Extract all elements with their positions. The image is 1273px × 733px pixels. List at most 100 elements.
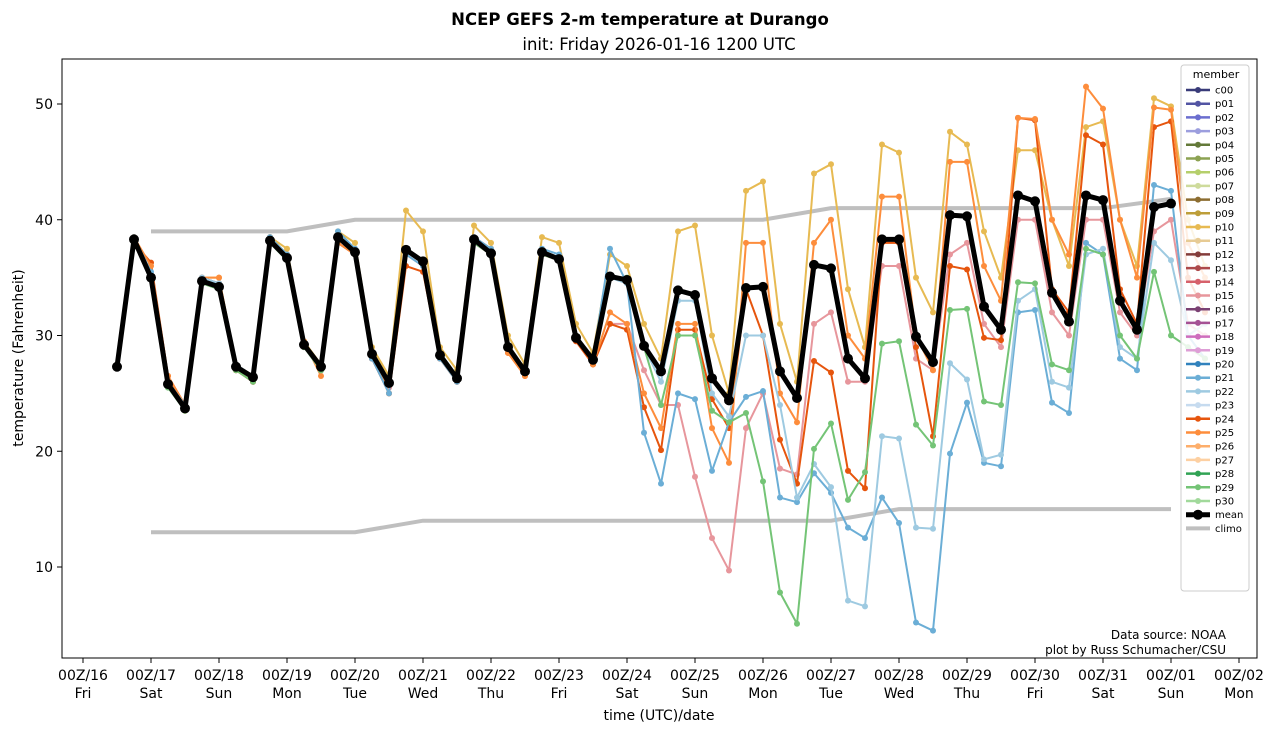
- p25-point: [947, 158, 953, 165]
- legend-label: p25: [1215, 428, 1234, 439]
- series-mean: [112, 190, 1176, 414]
- p21-point: [845, 524, 851, 531]
- legend-entry-p11: p11: [1186, 236, 1234, 247]
- p25-point: [1168, 106, 1174, 113]
- x-tick-label: 00Z/20: [330, 668, 380, 684]
- legend-entry-p22: p22: [1186, 387, 1234, 398]
- p21-point: [1049, 399, 1055, 406]
- p25-point: [607, 309, 613, 316]
- p22-point: [998, 451, 1004, 458]
- x-tick-day: Tue: [818, 686, 843, 702]
- legend-entry-climo: climo: [1186, 524, 1242, 535]
- x-tick-label: 00Z/25: [670, 668, 720, 684]
- legend-label: p24: [1215, 414, 1234, 425]
- mean-point: [1132, 324, 1142, 335]
- p15-point: [777, 465, 783, 472]
- p29-point: [828, 420, 834, 427]
- mean-point: [928, 357, 938, 368]
- p29-point: [879, 340, 885, 347]
- legend-entry-p09: p09: [1186, 209, 1234, 220]
- x-tick-label: 00Z/28: [874, 668, 924, 684]
- x-tick-day: Sun: [206, 686, 233, 702]
- p24-point: [811, 357, 817, 364]
- legend-marker: [1195, 484, 1201, 491]
- p24-point: [845, 467, 851, 474]
- legend-label: p04: [1215, 140, 1234, 151]
- x-axis-label: time (UTC)/date: [603, 708, 714, 724]
- p21-point: [1134, 367, 1140, 374]
- x-tick-label: 00Z/31: [1078, 668, 1128, 684]
- p29-point: [709, 407, 715, 414]
- p24-point: [1083, 132, 1089, 139]
- p22-point: [862, 603, 868, 610]
- p24-line: [116, 116, 1206, 490]
- legend-label: p12: [1215, 250, 1234, 261]
- legend-entry-p15: p15: [1186, 291, 1234, 302]
- legend-label: p23: [1215, 401, 1234, 412]
- p24-point: [998, 337, 1004, 344]
- x-tick-day: Fri: [551, 686, 568, 702]
- mean-point: [877, 234, 887, 245]
- mean-point: [1098, 195, 1108, 206]
- p29-point: [930, 442, 936, 449]
- p29-point: [675, 332, 681, 339]
- legend-entry-c00: c00: [1186, 86, 1233, 97]
- legend-label: p22: [1215, 387, 1234, 398]
- legend-label: p11: [1215, 236, 1234, 247]
- y-tick-label: 10: [35, 560, 53, 576]
- x-tick-label: 00Z/24: [602, 668, 652, 684]
- p15-point: [1117, 309, 1123, 316]
- legend-label: p13: [1215, 264, 1234, 275]
- mean-point: [197, 276, 207, 287]
- p15-point: [692, 473, 698, 480]
- legend-entry-p02: p02: [1186, 113, 1234, 124]
- data-source-note: Data source: NOAA: [1111, 628, 1227, 642]
- p10-point: [947, 128, 953, 135]
- p22-point: [1066, 384, 1072, 391]
- p25-point: [658, 425, 664, 432]
- p25-point: [624, 320, 630, 327]
- legend-entry-p03: p03: [1186, 127, 1234, 138]
- chart-title: NCEP GEFS 2-m temperature at Durango: [451, 10, 829, 29]
- p25-point: [1117, 216, 1123, 223]
- mean-point: [435, 350, 445, 361]
- legend-label: p28: [1215, 469, 1234, 480]
- p25-point: [964, 158, 970, 165]
- legend-marker: [1195, 333, 1201, 340]
- legend-marker: [1195, 306, 1201, 313]
- x-tick-label: 00Z/16: [58, 668, 108, 684]
- p24-point: [777, 436, 783, 443]
- x-tick-label: 00Z/26: [738, 668, 788, 684]
- legend-marker: [1195, 128, 1201, 135]
- mean-point: [316, 361, 326, 372]
- x-tick-label: 00Z/01: [1146, 668, 1196, 684]
- p21-point: [692, 396, 698, 403]
- mean-point: [299, 339, 309, 350]
- p29-point: [947, 307, 953, 314]
- p10-point: [845, 286, 851, 293]
- p22-point: [1151, 239, 1157, 246]
- p22-point: [981, 456, 987, 463]
- p10-point: [743, 187, 749, 194]
- legend-entry-p18: p18: [1186, 332, 1234, 343]
- p21-point: [675, 390, 681, 397]
- p25-point: [641, 390, 647, 397]
- p25-point: [811, 239, 817, 246]
- p21-point: [794, 499, 800, 506]
- mean-point: [962, 211, 972, 222]
- x-tick-label: 00Z/17: [126, 668, 176, 684]
- mean-point: [588, 354, 598, 365]
- p10-point: [981, 228, 987, 235]
- chart-subtitle: init: Friday 2026-01-16 1200 UTC: [522, 35, 795, 54]
- p10-point: [828, 161, 834, 168]
- p15-point: [828, 309, 834, 316]
- x-tick-day: Mon: [1224, 686, 1254, 702]
- p29-point: [692, 332, 698, 339]
- legend-label: p30: [1215, 497, 1234, 508]
- legend-marker: [1195, 319, 1201, 326]
- legend-label: p01: [1215, 99, 1234, 110]
- mean-point: [248, 372, 258, 383]
- mean-point: [112, 361, 122, 372]
- mean-point: [843, 353, 853, 364]
- mean-point: [605, 271, 615, 282]
